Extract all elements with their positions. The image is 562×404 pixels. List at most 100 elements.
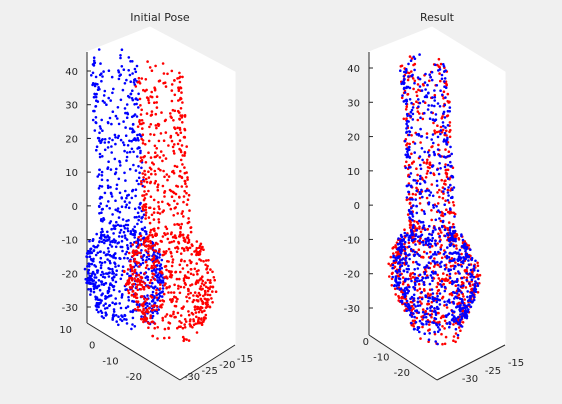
data-point (186, 236, 190, 240)
data-point (400, 96, 404, 100)
data-point (426, 169, 430, 173)
data-point (106, 146, 110, 149)
data-point (200, 323, 204, 327)
data-point (151, 290, 155, 294)
data-point (136, 300, 140, 304)
data-point (430, 104, 434, 107)
data-point (444, 126, 447, 129)
data-point (408, 98, 412, 101)
data-point (94, 281, 98, 284)
data-point (161, 62, 165, 65)
data-point (142, 155, 145, 159)
data-point (136, 211, 140, 215)
data-point (463, 298, 467, 301)
data-point (425, 320, 428, 323)
data-point (165, 286, 169, 289)
data-point (442, 90, 446, 93)
data-point (205, 285, 208, 289)
data-point (405, 155, 409, 159)
data-point (127, 219, 130, 222)
data-point (131, 310, 134, 314)
data-point (97, 284, 101, 288)
data-point (413, 68, 416, 72)
data-point (128, 73, 132, 77)
data-point (405, 304, 408, 307)
data-point (204, 291, 207, 295)
data-point (176, 133, 180, 137)
data-point (108, 304, 112, 307)
data-point (438, 211, 442, 214)
data-point (94, 121, 97, 124)
data-point (472, 293, 475, 297)
data-point (135, 303, 139, 306)
data-point (164, 131, 168, 134)
data-point (145, 232, 148, 236)
data-point (137, 246, 140, 249)
data-point (440, 256, 444, 260)
data-point (138, 251, 142, 255)
data-point (407, 264, 410, 268)
data-point (129, 92, 133, 96)
data-point (409, 59, 413, 62)
data-point (436, 273, 440, 277)
data-point (436, 260, 439, 264)
data-point (128, 274, 131, 278)
data-point (405, 85, 409, 89)
data-point (116, 106, 120, 109)
data-point (98, 236, 102, 240)
data-point (94, 116, 98, 119)
data-point (464, 249, 467, 253)
data-point (139, 288, 143, 291)
data-point (104, 295, 107, 298)
data-point (415, 189, 419, 192)
data-point (99, 264, 103, 267)
z-tick-label: 10 (65, 168, 78, 179)
data-point (163, 276, 166, 279)
data-point (97, 305, 100, 309)
data-point (409, 300, 413, 304)
data-point (441, 121, 445, 124)
data-point (449, 208, 452, 211)
data-point (429, 293, 433, 296)
data-point (444, 179, 447, 182)
data-point (430, 233, 434, 237)
data-point (164, 252, 167, 255)
data-point (462, 303, 466, 307)
data-point (431, 164, 435, 167)
data-point (119, 138, 123, 142)
data-point (470, 278, 474, 282)
data-point (141, 133, 145, 136)
data-point (427, 91, 430, 95)
subplot-result[interactable]: Result 403020100-10-20-300-10-20-30-25-1… (344, 11, 525, 385)
data-point (451, 279, 454, 283)
data-point (100, 227, 104, 231)
data-point (131, 189, 134, 193)
data-point (441, 219, 445, 223)
data-point (157, 220, 161, 224)
data-point (123, 149, 126, 153)
data-point (459, 285, 463, 288)
data-point (200, 282, 204, 285)
data-point (436, 307, 439, 311)
subplot-initial-pose[interactable]: Initial Pose 403020100-10-20-30100-10-20… (59, 11, 253, 383)
data-point (211, 290, 214, 293)
data-point (169, 134, 173, 138)
data-point (85, 255, 89, 259)
data-point (137, 309, 140, 312)
data-point (411, 118, 415, 121)
data-point (119, 228, 123, 232)
data-point (86, 264, 89, 268)
data-point (473, 289, 476, 293)
data-point (167, 247, 171, 251)
data-point (449, 183, 452, 187)
data-point (135, 296, 139, 300)
data-point (451, 195, 454, 199)
data-point (137, 273, 141, 277)
data-point (435, 285, 439, 289)
data-point (151, 275, 154, 279)
data-point (437, 250, 440, 254)
data-point (427, 299, 430, 303)
data-point (130, 267, 133, 270)
data-point (440, 73, 444, 77)
data-point (202, 248, 205, 251)
